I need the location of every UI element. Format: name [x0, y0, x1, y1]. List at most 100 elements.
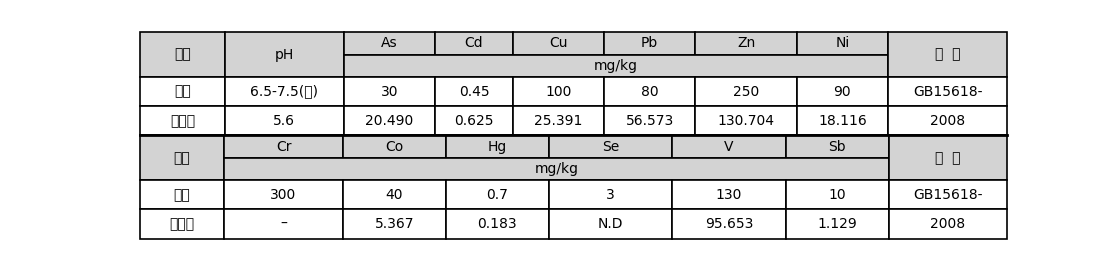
- Text: 25.391: 25.391: [534, 114, 583, 128]
- Text: 2008: 2008: [930, 217, 966, 231]
- Text: 오염토: 오염토: [170, 217, 195, 231]
- Bar: [695, 32, 797, 55]
- Bar: [435, 77, 513, 106]
- Text: Sb: Sb: [828, 140, 846, 154]
- Bar: [140, 32, 225, 77]
- Bar: [548, 180, 673, 209]
- Text: Co: Co: [385, 140, 404, 154]
- Text: 5.367: 5.367: [375, 217, 414, 231]
- Text: 56.573: 56.573: [626, 114, 674, 128]
- Bar: [224, 135, 342, 158]
- Bar: [888, 135, 1007, 180]
- Bar: [225, 77, 344, 106]
- Bar: [673, 135, 786, 158]
- Bar: [445, 209, 548, 239]
- Bar: [604, 32, 695, 55]
- Bar: [435, 106, 513, 135]
- Bar: [695, 77, 797, 106]
- Text: 130.704: 130.704: [717, 114, 774, 128]
- Bar: [225, 106, 344, 135]
- Bar: [797, 106, 888, 135]
- Text: 80: 80: [641, 85, 658, 99]
- Text: 18.116: 18.116: [818, 114, 867, 128]
- Text: 오염토: 오염토: [170, 114, 195, 128]
- Bar: [224, 158, 888, 180]
- Text: 30: 30: [380, 85, 398, 99]
- Text: 5.6: 5.6: [273, 114, 295, 128]
- Text: N.D: N.D: [598, 217, 623, 231]
- Bar: [140, 106, 225, 135]
- Bar: [888, 32, 1007, 77]
- Bar: [140, 77, 225, 106]
- Bar: [604, 77, 695, 106]
- Bar: [225, 32, 344, 77]
- Bar: [342, 180, 445, 209]
- Text: Ni: Ni: [835, 36, 849, 50]
- Text: 구분: 구분: [173, 151, 190, 165]
- Bar: [513, 32, 604, 55]
- Bar: [344, 77, 435, 106]
- Bar: [888, 209, 1007, 239]
- Bar: [673, 180, 786, 209]
- Bar: [342, 209, 445, 239]
- Text: 90: 90: [834, 85, 852, 99]
- Bar: [342, 135, 445, 158]
- Text: 기준: 기준: [173, 85, 190, 99]
- Bar: [673, 209, 786, 239]
- Text: 40: 40: [386, 188, 403, 202]
- Text: 300: 300: [271, 188, 297, 202]
- Text: GB15618-: GB15618-: [913, 188, 982, 202]
- Bar: [786, 209, 888, 239]
- Bar: [140, 135, 224, 180]
- Text: 0.7: 0.7: [487, 188, 508, 202]
- Text: 10: 10: [828, 188, 846, 202]
- Bar: [435, 32, 513, 55]
- Bar: [786, 135, 888, 158]
- Bar: [344, 32, 435, 55]
- Text: –: –: [280, 217, 286, 231]
- Bar: [695, 106, 797, 135]
- Text: 비  고: 비 고: [934, 48, 960, 62]
- Text: Pb: Pb: [641, 36, 658, 50]
- Text: Cd: Cd: [464, 36, 483, 50]
- Text: 6.5-7.5(田): 6.5-7.5(田): [251, 85, 319, 99]
- Text: 구분: 구분: [173, 48, 190, 62]
- Bar: [548, 135, 673, 158]
- Text: 0.45: 0.45: [459, 85, 489, 99]
- Text: GB15618-: GB15618-: [913, 85, 982, 99]
- Text: 비  고: 비 고: [935, 151, 960, 165]
- Bar: [513, 106, 604, 135]
- Text: 1.129: 1.129: [817, 217, 857, 231]
- Text: 3: 3: [606, 188, 615, 202]
- Bar: [548, 209, 673, 239]
- Bar: [888, 180, 1007, 209]
- Bar: [513, 77, 604, 106]
- Bar: [224, 180, 342, 209]
- Bar: [140, 180, 224, 209]
- Bar: [344, 106, 435, 135]
- Bar: [797, 77, 888, 106]
- Text: Cu: Cu: [549, 36, 567, 50]
- Text: Zn: Zn: [737, 36, 755, 50]
- Bar: [797, 32, 888, 55]
- Text: 0.625: 0.625: [454, 114, 493, 128]
- Bar: [445, 180, 548, 209]
- Text: Hg: Hg: [488, 140, 507, 154]
- Bar: [888, 106, 1007, 135]
- Bar: [604, 106, 695, 135]
- Text: 95.653: 95.653: [705, 217, 753, 231]
- Text: mg/kg: mg/kg: [535, 162, 579, 176]
- Bar: [445, 135, 548, 158]
- Text: 250: 250: [733, 85, 759, 99]
- Bar: [888, 77, 1007, 106]
- Text: Se: Se: [602, 140, 619, 154]
- Text: pH: pH: [275, 48, 294, 62]
- Text: As: As: [382, 36, 398, 50]
- Text: 2008: 2008: [930, 114, 965, 128]
- Bar: [224, 209, 342, 239]
- Text: 100: 100: [545, 85, 572, 99]
- Text: Cr: Cr: [275, 140, 291, 154]
- Text: V: V: [724, 140, 734, 154]
- Text: mg/kg: mg/kg: [594, 59, 638, 73]
- Text: 130: 130: [716, 188, 742, 202]
